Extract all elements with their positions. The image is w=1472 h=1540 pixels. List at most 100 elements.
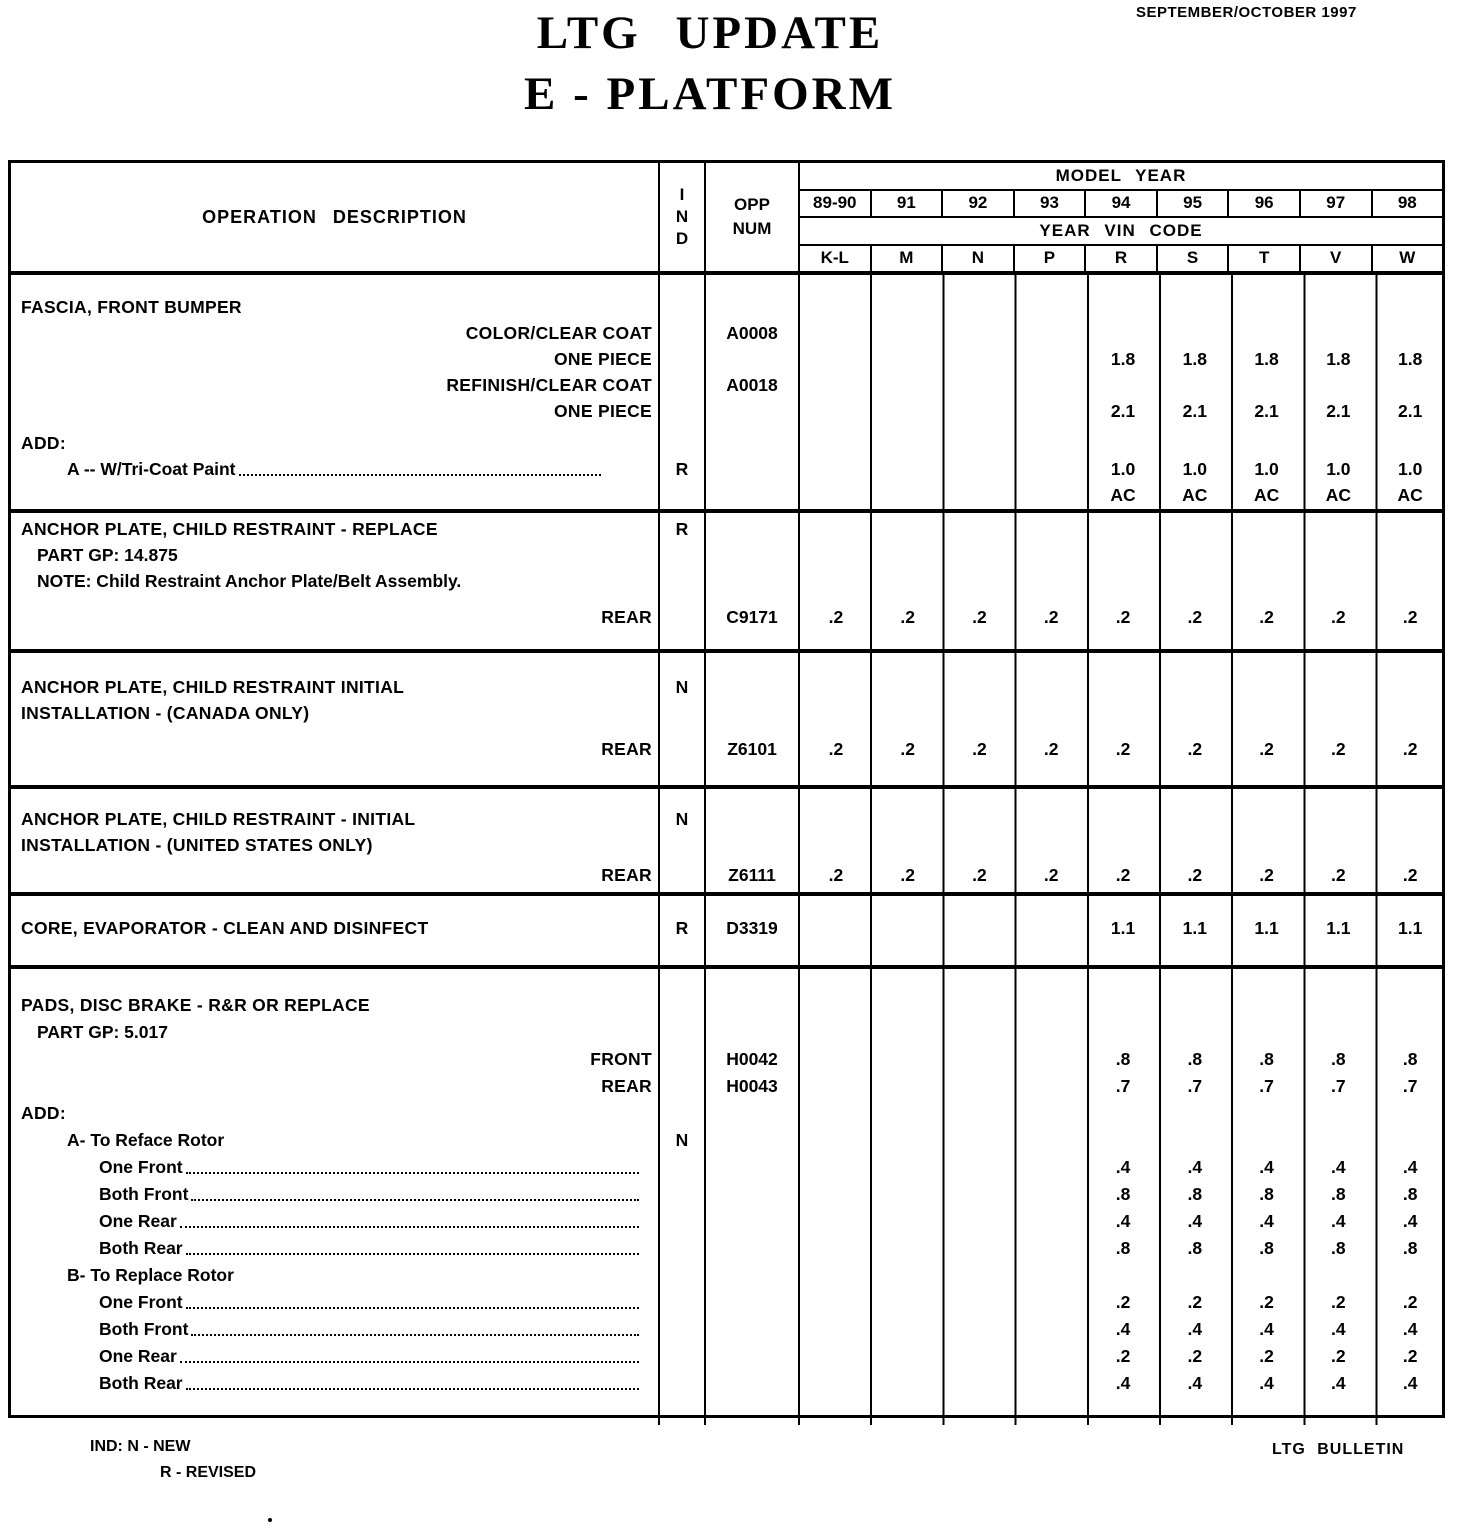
hours-cell: .2 [828, 739, 844, 759]
footer-ind-legend-line1: IND: N - NEW [90, 1438, 191, 1455]
labor-time-table: OPERATION DESCRIPTION I N D OPP NUM MODE… [8, 160, 1445, 1425]
table-row: INSTALLATION - (UNITED STATES ONLY) [11, 833, 1442, 859]
table-row: PADS, DISC BRAKE - R&R OR REPLACE [11, 993, 1442, 1020]
hours-cell: .2 [1187, 1346, 1203, 1366]
hours-cell [944, 1157, 1016, 1178]
hours-row: 2.1 2.1 2.1 2.1 2.1 [800, 401, 1442, 422]
hours-cell: 1.8 [1397, 349, 1423, 369]
hours-row: .7 .7 .7 .7 .7 [800, 1076, 1442, 1097]
hours-cell: .2 [1043, 739, 1059, 759]
hours-cell [872, 349, 944, 370]
table-row: PART GP: 14.875 [11, 543, 1442, 569]
hours-row: .4 .4 .4 .4 .4 [800, 1211, 1442, 1232]
dot-leader [179, 1226, 639, 1228]
model-year-cell: 89-90 [813, 193, 857, 213]
hours-cell: .8 [1115, 1049, 1131, 1069]
table-row: ANCHOR PLATE, CHILD RESTRAINT - REPLACE … [11, 517, 1442, 543]
hours-cell: .4 [1259, 1319, 1274, 1339]
operation-title-line2: INSTALLATION - (CANADA ONLY) [21, 703, 310, 723]
hours-row: .4 .4 .4 .4 .4 [800, 1319, 1442, 1340]
hours-cell: .4 [1259, 1157, 1274, 1177]
hours-row: .8 .8 .8 .8 .8 [800, 1238, 1442, 1259]
hours-cell: 2.1 [1397, 401, 1423, 421]
part-gp: PART GP: 14.875 [37, 545, 178, 565]
hours-cell: AC [1182, 485, 1208, 505]
table-row: A -- W/Tri-Coat Paint R 1.0 1.0 1.0 1.0 1.0 [11, 457, 1442, 483]
table-row: ANCHOR PLATE, CHILD RESTRAINT - INITIAL … [11, 807, 1442, 833]
hours-cell: .2 [1402, 607, 1418, 627]
hours-cell: .7 [1187, 1076, 1203, 1096]
hours-cell [1015, 485, 1087, 506]
hours-row: .4 .4 .4 .4 .4 [800, 1157, 1442, 1178]
table-row: NOTE: Child Restraint Anchor Plate/Belt … [11, 569, 1442, 595]
table-row: CORE, EVAPORATOR - CLEAN AND DISINFECT R… [11, 916, 1442, 943]
opp-num: D3319 [726, 918, 778, 938]
hours-cell: .2 [1259, 865, 1274, 885]
hours-cell [800, 1049, 872, 1070]
hours-cell: AC [1397, 485, 1423, 505]
hours-cell: .2 [828, 865, 844, 885]
hours-cell [872, 401, 944, 422]
vin-code-cell: K-L [820, 248, 849, 268]
hours-cell: .8 [1115, 1238, 1131, 1258]
dot-leader [185, 1253, 639, 1255]
scan-artifact-dot [268, 1518, 272, 1522]
opp-num: A0008 [726, 323, 778, 343]
hours-cell: 1.0 [1254, 459, 1279, 479]
table-row: Both Rear .4 .4 .4 .4 .4 [11, 1371, 1442, 1398]
hours-cell [800, 1238, 872, 1259]
table-row: A- To Reface Rotor N [11, 1128, 1442, 1155]
hours-row: 1.1 1.1 1.1 1.1 1.1 [800, 918, 1442, 939]
add-item: Both Rear [99, 1238, 639, 1259]
hours-cell: .8 [1259, 1184, 1274, 1204]
opp-num: A0018 [726, 375, 778, 395]
hours-cell [944, 1292, 1016, 1313]
hours-row: 1.0 1.0 1.0 1.0 1.0 [800, 459, 1442, 480]
page-title-line1: LTG UPDATE [536, 7, 884, 59]
operation-sub: REAR [601, 1076, 652, 1096]
hours-cell: .2 [1187, 739, 1203, 759]
hours-cell [872, 1184, 944, 1205]
hours-cell [800, 1319, 872, 1340]
dot-leader [191, 1334, 639, 1336]
hours-cell: .4 [1331, 1319, 1346, 1339]
operation-title: ANCHOR PLATE, CHILD RESTRAINT - INITIAL [21, 809, 416, 829]
hours-cell: .4 [1402, 1319, 1418, 1339]
dot-leader [191, 1199, 639, 1201]
table-row: COLOR/CLEAR COAT A0008 [11, 321, 1442, 347]
issue-date: SEPTEMBER/OCTOBER 1997 [1136, 4, 1357, 21]
hours-cell [1015, 1049, 1087, 1070]
table-row: One Front .2 .2 .2 .2 .2 [11, 1290, 1442, 1317]
vin-code-cells-row: K-L M N P R S T V W [800, 245, 1442, 271]
hours-cell: .2 [1259, 1292, 1274, 1312]
model-year-cell: 93 [1012, 190, 1085, 216]
table-row: One Rear .2 .2 .2 .2 .2 [11, 1344, 1442, 1371]
hours-row: .4 .4 .4 .4 .4 [800, 1373, 1442, 1394]
hours-cell [872, 918, 944, 939]
ind-flag: N [675, 809, 689, 829]
model-year-label: MODEL YEAR [1055, 165, 1187, 185]
hours-cell [800, 1076, 872, 1097]
table-row: FRONT H0042 .8 .8 .8 .8 .8 [11, 1047, 1442, 1074]
operation-sub: COLOR/CLEAR COAT [465, 323, 652, 343]
hours-cell [944, 1076, 1016, 1097]
section-anchor-plate-replace: ANCHOR PLATE, CHILD RESTRAINT - REPLACE … [11, 513, 1442, 653]
add-item: Both Rear [99, 1373, 639, 1394]
hours-cell [1015, 1292, 1087, 1313]
add-label: ADD: [21, 1103, 66, 1123]
operation-title-line2: INSTALLATION - (UNITED STATES ONLY) [21, 835, 373, 855]
hours-cell: .2 [1331, 1346, 1346, 1366]
hours-cell: .8 [1402, 1049, 1418, 1069]
hours-cell [1015, 459, 1087, 480]
hours-cell: .8 [1187, 1184, 1203, 1204]
opp-num: Z6111 [728, 865, 776, 885]
hours-row: AC AC AC AC AC [800, 485, 1442, 506]
add-item: A -- W/Tri-Coat Paint [67, 459, 601, 480]
hours-cell [800, 1184, 872, 1205]
hours-cell [944, 1184, 1016, 1205]
hours-row: .2 .2 .2 .2 .2 .2 .2 .2 .2 [800, 607, 1442, 628]
hours-cell: .2 [828, 607, 844, 627]
hours-cell: .8 [1259, 1049, 1274, 1069]
hours-cell [944, 1049, 1016, 1070]
